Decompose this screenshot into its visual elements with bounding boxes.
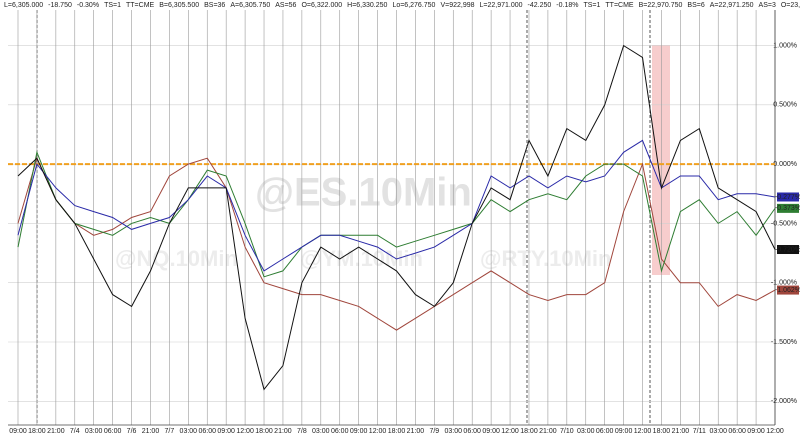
header-field: TT=CME (126, 2, 155, 9)
x-tick-label: 21:00 (407, 428, 425, 435)
header-field: -18.750 (48, 2, 72, 9)
x-tick-label: 03:00 (445, 428, 463, 435)
header-field: BS=36 (204, 2, 225, 9)
end-label-box (777, 203, 799, 213)
x-tick-label: 09:00 (615, 428, 633, 435)
x-tick-label: 06:00 (331, 428, 349, 435)
x-tick-label: 09:00 (9, 428, 27, 435)
x-tick-label: 06:00 (596, 428, 614, 435)
x-tick-label: 12:00 (236, 428, 254, 435)
x-tick-label: 09:00 (747, 428, 765, 435)
watermark: @YM.10Min (300, 246, 423, 271)
y-tick-label: 0.000% (773, 161, 797, 168)
x-tick-label: 03:00 (577, 428, 595, 435)
header-field: L=6,305.000 (4, 2, 43, 9)
x-tick-label: 7/7 (165, 428, 175, 435)
header-field: O=6,322.000 (301, 2, 342, 9)
header-field: AS=3 (759, 2, 776, 9)
x-tick-label: 03:00 (312, 428, 330, 435)
y-tick-label: -1.500% (771, 339, 797, 346)
y-tick-label: 0.500% (773, 102, 797, 109)
x-tick-label: 7/9 (429, 428, 439, 435)
x-tick-label: 7/11 (693, 428, 706, 435)
highlight-band (652, 45, 670, 275)
header-field: Lo=6,276.750 (392, 2, 435, 9)
x-tick-label: 12:00 (766, 428, 784, 435)
x-tick-label: 7/4 (70, 428, 80, 435)
series-line (17, 150, 776, 278)
y-tick-label: -0.500% (771, 220, 797, 227)
x-tick-label: 21:00 (539, 428, 557, 435)
x-tick-label: 03:00 (180, 428, 198, 435)
x-tick-label: 7/8 (297, 428, 307, 435)
header-field: A=6,305.750 (230, 2, 270, 9)
watermark: @ES.10Min (255, 171, 472, 215)
watermark: @RTY.10Min (480, 246, 611, 271)
header-field: TS=1 (583, 2, 600, 9)
end-label-box (777, 192, 799, 202)
x-tick-label: 06:00 (104, 428, 122, 435)
end-label-box (777, 245, 799, 255)
header-field: TT=CME (605, 2, 634, 9)
series-line (17, 156, 776, 331)
x-tick-label: 18:00 (653, 428, 671, 435)
x-tick-label: 18:00 (255, 428, 273, 435)
x-tick-label: 21:00 (274, 428, 292, 435)
x-tick-label: 12:00 (369, 428, 387, 435)
x-tick-label: 7/6 (127, 428, 137, 435)
header-field: -42.250 (528, 2, 552, 9)
end-label: -0.720% (775, 246, 800, 253)
y-tick-label: -1.000% (771, 280, 797, 287)
end-label: -0.277% (775, 194, 800, 201)
x-tick-label: 09:00 (350, 428, 368, 435)
header-field: O=23,011.750 (781, 2, 800, 9)
header-field: B=6,305.500 (159, 2, 199, 9)
x-tick-label: 06:00 (198, 428, 216, 435)
y-tick-label: 1.000% (773, 42, 797, 49)
x-tick-label: 03:00 (709, 428, 727, 435)
series-line (17, 139, 776, 272)
header-field: L=22,971.000 (480, 2, 523, 9)
x-tick-label: 06:00 (728, 428, 746, 435)
header-field: -0.18% (556, 2, 578, 9)
x-tick-label: 09:00 (482, 428, 500, 435)
x-tick-label: 09:00 (217, 428, 235, 435)
header-field: A=22,971.250 (710, 2, 754, 9)
header-field: B=22,970.750 (639, 2, 683, 9)
x-tick-label: 18:00 (28, 428, 46, 435)
series-line (17, 44, 776, 391)
x-tick-label: 06:00 (463, 428, 481, 435)
x-tick-label: 12:00 (634, 428, 652, 435)
x-tick-label: 03:00 (85, 428, 103, 435)
x-tick-label: 7/10 (560, 428, 574, 435)
x-tick-label: 21:00 (142, 428, 160, 435)
header-field: AS=56 (275, 2, 296, 9)
y-tick-label: -2.000% (771, 398, 797, 405)
header-field: TS=1 (104, 2, 121, 9)
x-tick-label: 12:00 (501, 428, 519, 435)
x-tick-label: 18:00 (388, 428, 406, 435)
end-label: -0.373% (775, 205, 800, 212)
header-field: H=6,330.250 (347, 2, 387, 9)
x-tick-label: 18:00 (520, 428, 538, 435)
header-field: BS=6 (687, 2, 704, 9)
end-label-box (777, 285, 799, 295)
header-field: -0.30% (77, 2, 99, 9)
x-tick-label: 21:00 (672, 428, 690, 435)
x-tick-label: 21:00 (47, 428, 65, 435)
watermark: @NQ.10Min (115, 246, 238, 271)
end-label: -1.062% (775, 287, 800, 294)
header-field: V=922,998 (440, 2, 474, 9)
